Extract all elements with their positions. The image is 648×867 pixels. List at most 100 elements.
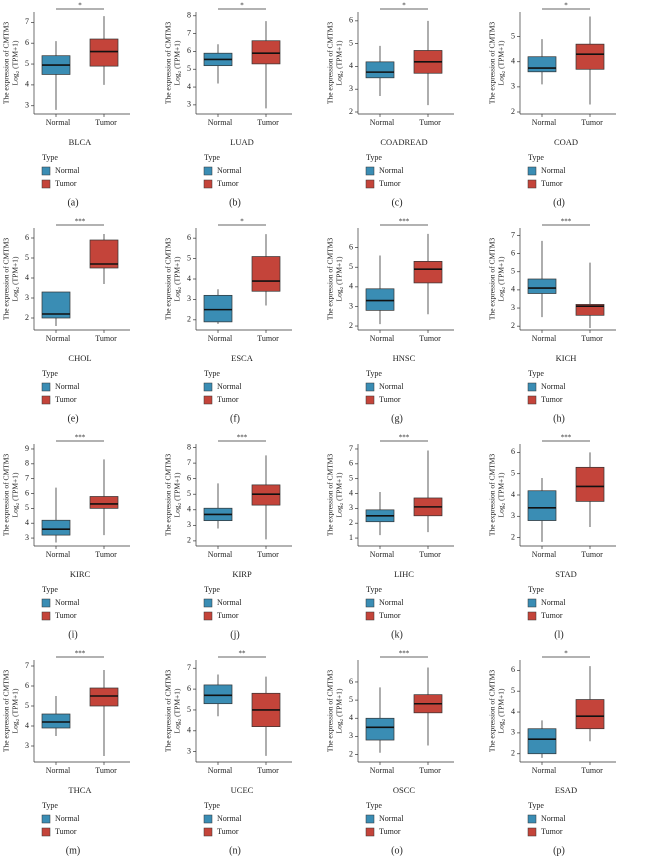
- legend-title: Type: [366, 801, 382, 810]
- y-tick-label: 3: [511, 511, 515, 520]
- box: [527, 278, 557, 294]
- panel-label: (j): [230, 629, 239, 640]
- legend-label: Tumor: [379, 395, 401, 404]
- x-tick-label: Tumor: [257, 766, 279, 775]
- y-tick-label: 6: [187, 233, 191, 242]
- legend-swatch: [365, 166, 375, 176]
- legend-swatch: [527, 814, 537, 824]
- significance: ***: [237, 434, 248, 442]
- legend-swatch: [41, 395, 51, 405]
- x-tick-label: Normal: [208, 334, 233, 343]
- chart-title: KIRP: [232, 569, 252, 579]
- y-tick-label: 5: [25, 701, 29, 710]
- y-tick-label: 4: [25, 273, 29, 282]
- significance: ***: [75, 434, 86, 442]
- chart-title: LIHC: [394, 569, 414, 579]
- legend-title: Type: [528, 801, 544, 810]
- x-tick-label: Tumor: [581, 118, 603, 127]
- y-tick-label: 3: [511, 82, 515, 91]
- significance: ***: [75, 218, 86, 226]
- y-axis-label: The expression of CMTM3: [2, 238, 11, 321]
- y-tick-label: 2: [187, 536, 191, 545]
- y-axis-label: The expression of CMTM3: [2, 454, 11, 537]
- chart-title: KICH: [556, 353, 577, 363]
- x-tick-label: Tumor: [419, 334, 441, 343]
- box: [575, 43, 605, 70]
- x-tick-label: Tumor: [95, 766, 117, 775]
- y-tick-label: 3: [187, 294, 191, 303]
- panel-label: (d): [553, 197, 565, 208]
- legend-label: Tumor: [217, 611, 239, 620]
- y-axis-label: Log₂ (TPM+1): [11, 688, 20, 733]
- y-tick-label: 7: [349, 444, 353, 453]
- box: [251, 40, 281, 65]
- box: [575, 304, 605, 316]
- legend-label: Tumor: [379, 827, 401, 836]
- legend-swatch: [527, 179, 537, 189]
- y-tick-label: 4: [25, 518, 29, 527]
- legend-title: Type: [204, 153, 220, 162]
- legend-swatch: [41, 166, 51, 176]
- y-tick-label: 4: [187, 274, 191, 283]
- panel-label: (l): [554, 629, 563, 640]
- legend-swatch: [527, 611, 537, 621]
- x-tick-label: Normal: [532, 334, 557, 343]
- y-axis-label: The expression of CMTM3: [326, 670, 335, 753]
- x-tick-label: Normal: [370, 766, 395, 775]
- y-tick-label: 5: [349, 262, 353, 271]
- box: [575, 699, 605, 730]
- legend-label: Normal: [217, 814, 242, 823]
- y-tick-label: 6: [349, 242, 353, 251]
- legend-swatch: [365, 598, 375, 608]
- y-tick-label: 8: [25, 459, 29, 468]
- y-axis-label: Log₂ (TPM+1): [497, 472, 506, 517]
- y-tick-label: 5: [25, 59, 29, 68]
- legend-label: Normal: [217, 598, 242, 607]
- legend-title: Type: [528, 585, 544, 594]
- y-tick-label: 5: [187, 705, 191, 714]
- y-tick-label: 4: [511, 707, 515, 716]
- chart-title: UCEC: [231, 785, 254, 795]
- panel-label: (p): [553, 845, 565, 856]
- panel-label: (o): [391, 845, 403, 856]
- legend-swatch: [203, 179, 213, 189]
- y-tick-label: 6: [187, 46, 191, 55]
- legend-swatch: [365, 395, 375, 405]
- y-axis-label: The expression of CMTM3: [164, 238, 173, 321]
- y-tick-label: 4: [187, 726, 191, 735]
- legend-swatch: [41, 179, 51, 189]
- y-tick-label: 5: [349, 38, 353, 47]
- significance: *: [564, 650, 568, 658]
- legend-label: Normal: [541, 598, 566, 607]
- y-axis-label: The expression of CMTM3: [326, 22, 335, 105]
- x-tick-label: Normal: [208, 766, 233, 775]
- chart-title: STAD: [555, 569, 577, 579]
- box: [413, 261, 443, 284]
- legend-label: Normal: [379, 166, 404, 175]
- y-tick-label: 6: [511, 248, 515, 257]
- legend-title: Type: [204, 369, 220, 378]
- y-tick-label: 4: [349, 61, 353, 70]
- x-tick-label: Tumor: [419, 766, 441, 775]
- significance: ***: [399, 218, 410, 226]
- y-tick-label: 3: [25, 101, 29, 110]
- panel-label: (i): [68, 629, 77, 640]
- x-tick-label: Normal: [46, 766, 71, 775]
- y-tick-label: 3: [511, 303, 515, 312]
- box: [203, 684, 233, 705]
- y-tick-label: 4: [349, 282, 353, 291]
- legend-label: Tumor: [541, 395, 563, 404]
- x-tick-label: Tumor: [581, 334, 603, 343]
- y-tick-label: 3: [349, 84, 353, 93]
- y-tick-label: 5: [511, 469, 515, 478]
- y-tick-label: 6: [25, 233, 29, 242]
- box: [41, 519, 71, 536]
- y-tick-label: 6: [349, 16, 353, 25]
- y-axis-label: Log₂ (TPM+1): [497, 256, 506, 301]
- box: [365, 288, 395, 311]
- legend-title: Type: [42, 369, 58, 378]
- y-tick-label: 2: [511, 321, 515, 330]
- legend-label: Tumor: [541, 611, 563, 620]
- y-tick-label: 6: [349, 459, 353, 468]
- y-tick-label: 3: [511, 728, 515, 737]
